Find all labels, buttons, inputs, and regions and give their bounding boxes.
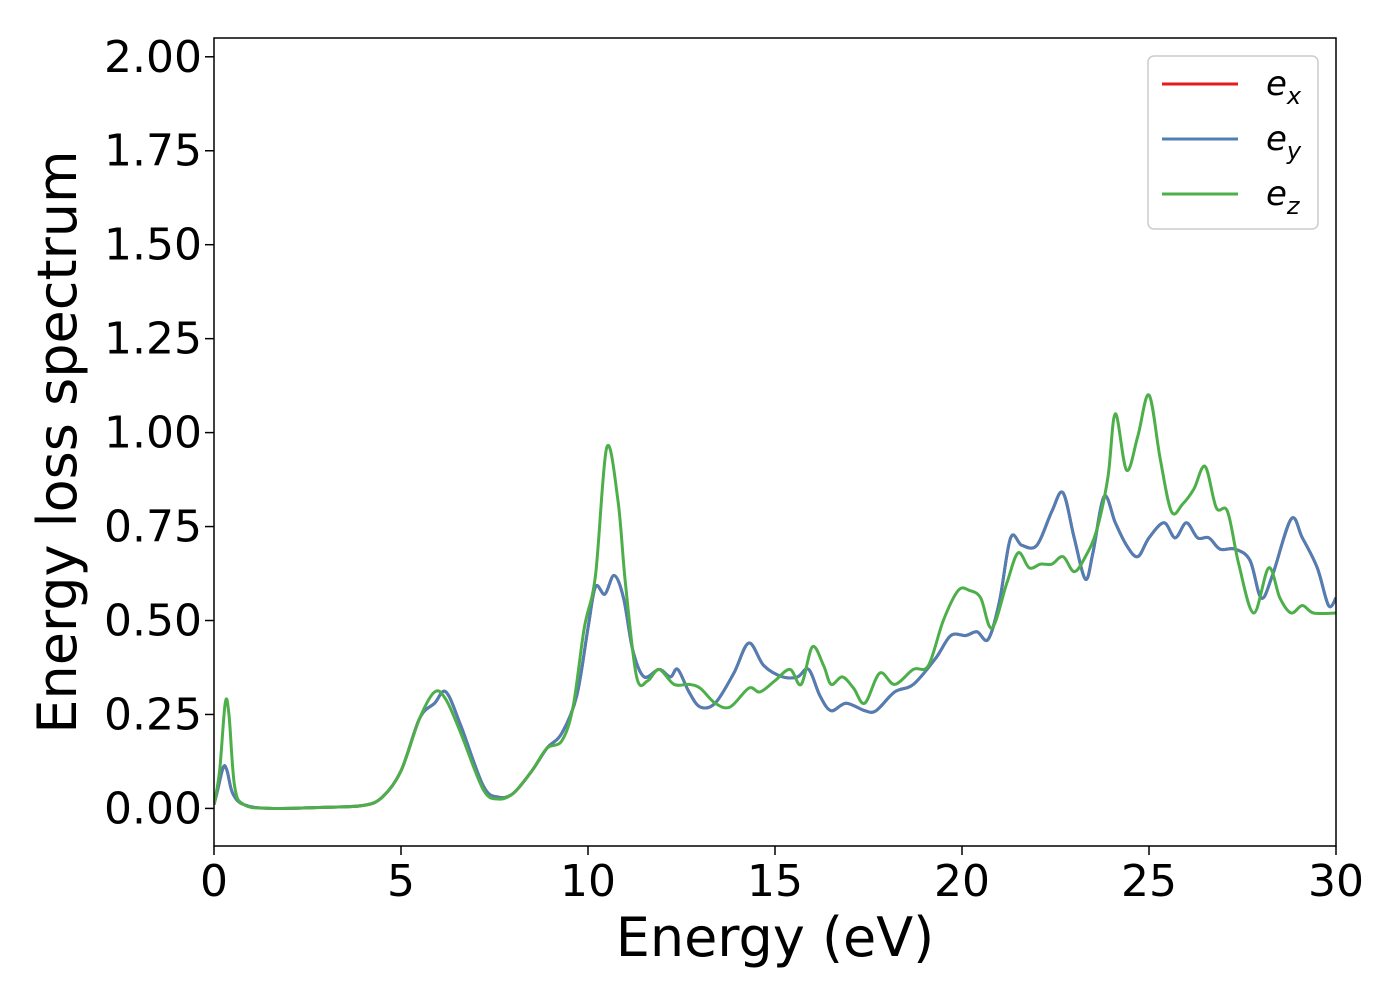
series-line-e-y (214, 490, 1336, 811)
series-line-e-z (214, 393, 1336, 811)
legend-box (1147, 55, 1319, 230)
y-tick-label: 2.00 (104, 32, 202, 83)
x-tick-label: 30 (1308, 856, 1364, 907)
y-tick-label: 1.75 (104, 126, 202, 177)
y-tick-label: 0.50 (104, 596, 202, 647)
x-axis-label: Energy (eV) (616, 906, 935, 969)
y-tick-label: 1.50 (104, 220, 202, 271)
legend-label-e-z: ez (1266, 174, 1301, 220)
x-tick-label: 15 (747, 856, 803, 907)
y-tick-label: 0.25 (104, 689, 202, 740)
x-tick-label: 0 (200, 856, 228, 907)
legend-entries: ex ey ez (1162, 64, 1302, 220)
legend-label-e-x: ex (1266, 64, 1302, 110)
y-tick-label: 0.00 (104, 783, 202, 834)
legend: ex ey ez (1147, 55, 1319, 230)
y-axis-label: Energy loss spectrum (26, 150, 89, 733)
y-tick-label: 0.75 (104, 502, 202, 553)
y-axis-ticks: 0.00 0.25 0.50 0.75 1.00 1.25 1.50 1.75 2.00 (104, 32, 214, 834)
y-tick-label: 1.25 (104, 314, 202, 365)
series-layer (214, 393, 1336, 811)
series-line-e-x (214, 490, 1336, 811)
legend-label-e-y: ey (1266, 119, 1302, 165)
x-tick-label: 25 (1121, 856, 1177, 907)
x-tick-label: 20 (934, 856, 990, 907)
x-axis-ticks: 0 5 10 15 20 25 30 (200, 846, 1364, 907)
x-tick-label: 10 (560, 856, 616, 907)
x-tick-label: 5 (387, 856, 415, 907)
y-tick-label: 1.00 (104, 408, 202, 459)
